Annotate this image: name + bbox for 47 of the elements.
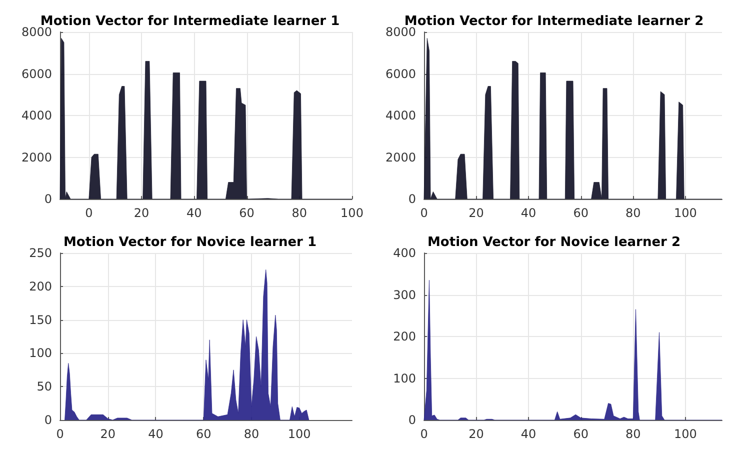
x-tick-label: 40 (148, 427, 164, 441)
y-tick-label: 100 (393, 371, 416, 386)
x-tick-label: 100 (674, 206, 697, 220)
y-tick-label: 250 (29, 246, 52, 260)
x-tick-label: 0 (85, 206, 93, 220)
x-tick-label: 40 (520, 427, 536, 441)
y-tick-label: 4000 (385, 108, 416, 122)
y-tick-label: 4000 (21, 108, 52, 122)
x-tick-label: 60 (573, 206, 588, 220)
x-tick-label: 60 (573, 427, 588, 441)
x-tick-label: 80 (625, 427, 641, 441)
x-tick-label: 100 (674, 427, 697, 441)
y-tick-label: 400 (393, 246, 416, 260)
chart-title: Motion Vector for Novice learner 1 (63, 235, 317, 250)
x-tick-label: 40 (520, 206, 536, 220)
x-tick-label: 20 (468, 206, 484, 220)
y-tick-label: 0 (408, 192, 416, 206)
y-tick-label: 50 (36, 380, 52, 394)
y-tick-label: 300 (393, 288, 416, 302)
y-tick-label: 8000 (385, 25, 416, 39)
y-tick-label: 0 (44, 413, 52, 427)
x-tick-label: 80 (625, 206, 641, 220)
x-tick-label: 0 (420, 427, 428, 441)
x-tick-label: 20 (134, 206, 150, 220)
x-tick-label: 40 (186, 206, 202, 220)
x-tick-label: 80 (244, 427, 260, 441)
x-tick-label: 80 (292, 206, 308, 220)
x-tick-label: 100 (340, 206, 364, 220)
y-tick-label: 6000 (21, 66, 52, 81)
y-tick-label: 2000 (21, 150, 52, 164)
y-tick-label: 6000 (385, 66, 416, 81)
x-tick-label: 60 (239, 206, 254, 220)
y-tick-label: 150 (29, 312, 52, 327)
y-tick-label: 200 (29, 279, 52, 294)
y-tick-label: 8000 (21, 25, 52, 39)
y-tick-label: 2000 (385, 150, 416, 164)
y-tick-label: 0 (44, 192, 52, 206)
x-tick-label: 20 (100, 427, 116, 441)
x-tick-label: 20 (468, 427, 484, 441)
chart-title: Motion Vector for Novice learner 2 (427, 235, 681, 250)
x-tick-label: 60 (196, 427, 212, 441)
x-tick-label: 100 (288, 427, 311, 441)
y-tick-label: 200 (393, 330, 416, 344)
x-tick-label: 0 (420, 206, 428, 220)
y-tick-label: 100 (29, 346, 52, 360)
x-tick-label: 0 (56, 427, 64, 441)
y-tick-label: 0 (408, 413, 416, 427)
